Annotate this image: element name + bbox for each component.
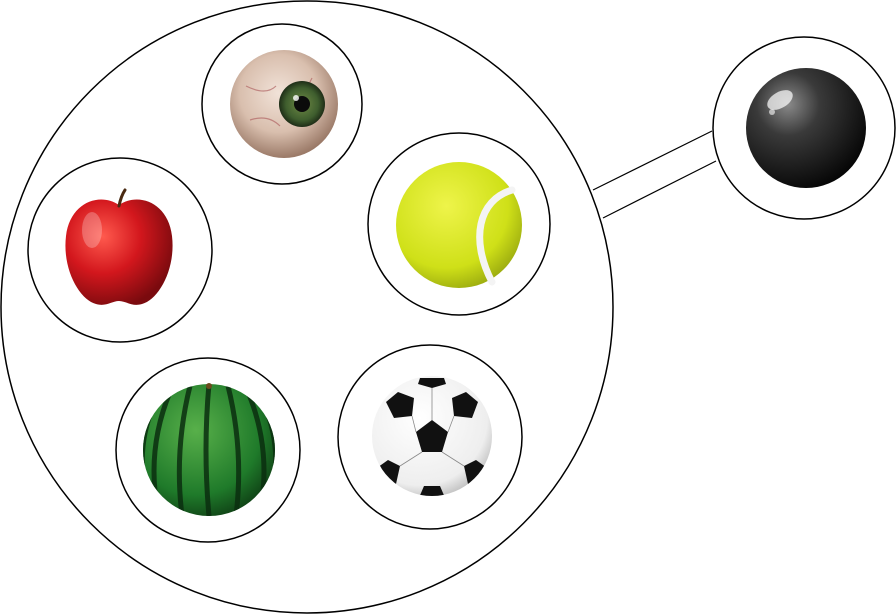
watermelon-icon (143, 383, 275, 516)
connector-lines (592, 130, 717, 219)
soccer-ball-item (337, 344, 523, 530)
tennis-ball-item (367, 132, 551, 316)
soccer-ball-icon (372, 376, 492, 496)
eyeball-item (201, 23, 363, 185)
apple-item (27, 157, 213, 343)
connector-line-upper (592, 130, 713, 191)
tennis-ball-icon (396, 162, 522, 288)
eyeball-icon (230, 50, 338, 158)
apple-icon (65, 188, 173, 305)
black-sphere-icon (746, 68, 866, 188)
black-sphere-item (712, 36, 896, 220)
connector-line-lower (602, 160, 717, 219)
watermelon-item (115, 357, 301, 543)
